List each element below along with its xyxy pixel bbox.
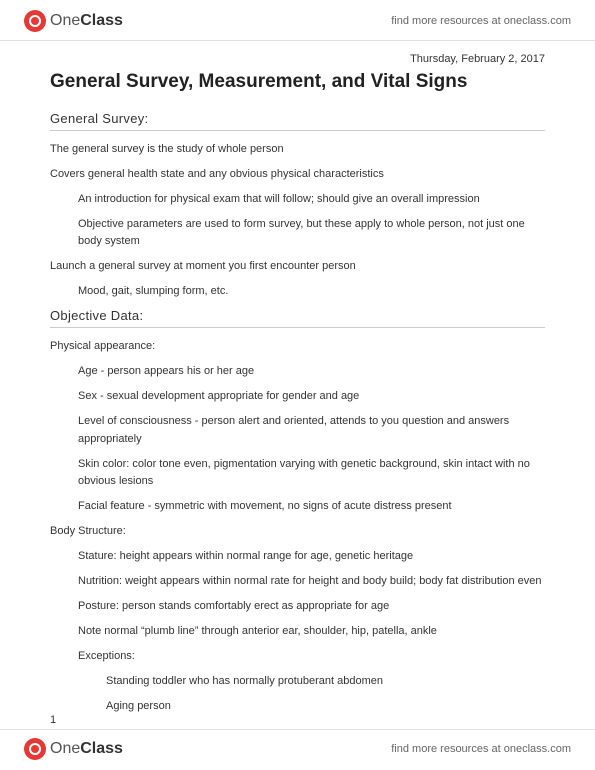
page-number: 1 (50, 714, 56, 726)
brand-suffix: Class (80, 12, 123, 29)
content-line: Skin color: color tone even, pigmentatio… (78, 456, 545, 490)
content-line: Stature: height appears within normal ra… (78, 548, 545, 565)
content-line: Sex - sexual development appropriate for… (78, 388, 545, 405)
resources-link-bottom[interactable]: find more resources at oneclass.com (391, 743, 571, 755)
content-line: Body Structure: (50, 523, 545, 540)
document-content: Thursday, February 2, 2017 General Surve… (0, 41, 595, 715)
content-line: Facial feature - symmetric with movement… (78, 498, 545, 515)
content-line: Mood, gait, slumping form, etc. (78, 283, 545, 300)
header: OneClass find more resources at oneclass… (0, 0, 595, 41)
section-heading: Objective Data: (50, 308, 545, 328)
content-line: Exceptions: (78, 648, 545, 665)
brand-logo-footer: OneClass (24, 738, 123, 760)
brand-logo: OneClass (24, 10, 123, 32)
content-line: Launch a general survey at moment you fi… (50, 258, 545, 275)
brand-suffix-footer: Class (80, 740, 123, 757)
page-title: General Survey, Measurement, and Vital S… (50, 71, 545, 93)
content-line: Level of consciousness - person alert an… (78, 413, 545, 447)
resources-link-top[interactable]: find more resources at oneclass.com (391, 15, 571, 27)
content-line: Physical appearance: (50, 338, 545, 355)
content-line: Nutrition: weight appears within normal … (78, 573, 545, 590)
content-line: Covers general health state and any obvi… (50, 166, 545, 183)
footer: OneClass find more resources at oneclass… (0, 729, 595, 770)
brand-logo-icon-footer (24, 738, 46, 760)
content-line: An introduction for physical exam that w… (78, 191, 545, 208)
content-line: The general survey is the study of whole… (50, 141, 545, 158)
brand-prefix-footer: One (50, 740, 80, 757)
brand-logo-text-footer: OneClass (50, 740, 123, 758)
content-line: Objective parameters are used to form su… (78, 216, 545, 250)
content-line: Aging person (106, 698, 545, 715)
document-date: Thursday, February 2, 2017 (50, 53, 545, 65)
brand-logo-icon (24, 10, 46, 32)
brand-prefix: One (50, 12, 80, 29)
content-line: Standing toddler who has normally protub… (106, 673, 545, 690)
content-line: Note normal “plumb line” through anterio… (78, 623, 545, 640)
content-line: Posture: person stands comfortably erect… (78, 598, 545, 615)
section-heading: General Survey: (50, 111, 545, 131)
brand-logo-text: OneClass (50, 12, 123, 30)
content-line: Age - person appears his or her age (78, 363, 545, 380)
sections-container: General Survey: The general survey is the… (50, 111, 545, 715)
